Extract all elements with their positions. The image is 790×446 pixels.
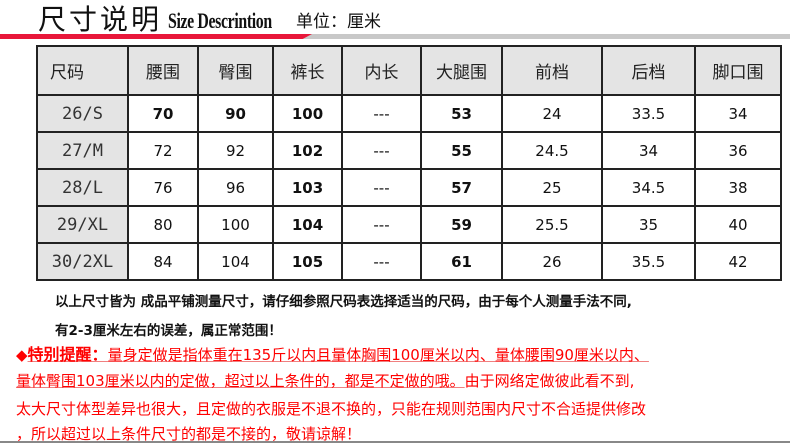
table-cell: 57: [420, 168, 503, 207]
table-cell: 70: [127, 94, 199, 133]
table-cell: 92: [197, 131, 274, 170]
size-cell: 27/M: [36, 131, 129, 170]
table-row: 28/L 76 96 103 --- 57 25 34.5 38: [36, 168, 782, 207]
column-header: 腰围: [127, 45, 199, 96]
column-header: 内长: [341, 45, 422, 96]
table-cell: 102: [272, 131, 343, 170]
size-cell: 28/L: [36, 168, 129, 207]
table-cell: 104: [197, 242, 274, 281]
size-cell: 29/XL: [36, 205, 129, 244]
title-en: Size Descrintion: [168, 8, 272, 33]
table-cell: 53: [420, 94, 503, 133]
unit-label: 单位：厘米: [296, 12, 382, 32]
table-cell: 34: [601, 131, 696, 170]
table-row: 30/2XL 84 104 105 --- 61 26 35.5 42: [36, 242, 782, 281]
table-cell: 26: [501, 242, 603, 281]
table-cell: 36: [694, 131, 782, 170]
table-cell: 96: [197, 168, 274, 207]
table-cell: 90: [197, 94, 274, 133]
table-cell: 35.5: [601, 242, 696, 281]
table-cell: 100: [272, 94, 343, 133]
table-cell: 100: [197, 205, 274, 244]
table-cell: ---: [341, 242, 422, 281]
reminder-text-2b: 由于网络定做彼此看不到,: [464, 372, 635, 390]
note-line-1: 以上尺寸皆为 成品平铺测量尺寸，请仔细参照尺码表选择适当的尺码，由于每个人测量手…: [55, 294, 632, 310]
column-header: 尺码: [36, 45, 129, 96]
reminder-line-3: 太大尺寸体型差异也很大，且定做的衣服是不退不换的，只能在规则范围内尺寸不合适提供…: [16, 400, 647, 418]
note-line-2: 有2-3厘米左右的误差，属正常范围！: [55, 323, 282, 339]
diamond-icon: ◆: [16, 346, 28, 364]
table-cell: 40: [694, 205, 782, 244]
table-cell: 61: [420, 242, 503, 281]
divider-red: [0, 34, 312, 39]
title-cn: 尺寸说明: [38, 3, 163, 36]
divider-gray: [0, 34, 790, 39]
column-header: 臀围: [197, 45, 274, 96]
bottom-divider: [0, 441, 790, 443]
table-cell: 55: [420, 131, 503, 170]
column-header: 脚口围: [694, 45, 782, 96]
size-table: 尺码 腰围 臀围 裤长 内长 大腿围 前档 后档 脚口围 26/S 70 90 100 --- 53 24 33…: [36, 45, 782, 281]
table-cell: 25.5: [501, 205, 603, 244]
column-header: 前档: [501, 45, 603, 96]
reminder-label: 特别提醒：: [27, 345, 108, 364]
column-header: 裤长: [272, 45, 343, 96]
table-cell: ---: [341, 168, 422, 207]
table-cell: ---: [341, 205, 422, 244]
size-cell: 26/S: [36, 94, 129, 133]
table-cell: 104: [272, 205, 343, 244]
size-cell: 30/2XL: [36, 242, 129, 281]
table-cell: 103: [272, 168, 343, 207]
table-cell: 34.5: [601, 168, 696, 207]
table-cell: 25: [501, 168, 603, 207]
table-cell: 84: [127, 242, 199, 281]
reminder-line-1: ◆特别提醒：量身定做是指体重在135斤以内且量体胸围100厘米以内、量体腰围90…: [16, 341, 649, 365]
table-cell: 42: [694, 242, 782, 281]
table-cell: ---: [341, 94, 422, 133]
table-header-row: 尺码 腰围 臀围 裤长 内长 大腿围 前档 后档 脚口围: [36, 45, 782, 96]
reminder-line-4: ，所以超过以上条件尺寸的都是不接的，敬请谅解！: [16, 425, 362, 443]
table-cell: 33.5: [601, 94, 696, 133]
table-row: 27/M 72 92 102 --- 55 24.5 34 36: [36, 131, 782, 170]
table-row: 26/S 70 90 100 --- 53 24 33.5 34: [36, 94, 782, 133]
column-header: 大腿围: [420, 45, 503, 96]
reminder-line-2: 量体臀围103厘米以内的定做，超过以上条件的，都是不定做的哦。由于网络定做彼此看…: [16, 370, 634, 391]
table-cell: 59: [420, 205, 503, 244]
table-cell: 35: [601, 205, 696, 244]
table-cell: 76: [127, 168, 199, 207]
table-row: 29/XL 80 100 104 --- 59 25.5 35 40: [36, 205, 782, 244]
table-cell: 105: [272, 242, 343, 281]
column-header: 后档: [601, 45, 696, 96]
table-cell: 24.5: [501, 131, 603, 170]
reminder-text-1: 量身定做是指体重在135斤以内且量体胸围100厘米以内、量体腰围90厘米以内、: [107, 346, 649, 364]
table-cell: ---: [341, 131, 422, 170]
table-cell: 34: [694, 94, 782, 133]
reminder-text-2a: 量体臀围103厘米以内的定做，超过以上条件的，都是不定做的哦。: [16, 372, 465, 390]
table-cell: 24: [501, 94, 603, 133]
table-cell: 80: [127, 205, 199, 244]
table-cell: 72: [127, 131, 199, 170]
table-cell: 38: [694, 168, 782, 207]
page-title: 尺寸说明 Size Descrintion 单位：厘米: [38, 2, 381, 36]
